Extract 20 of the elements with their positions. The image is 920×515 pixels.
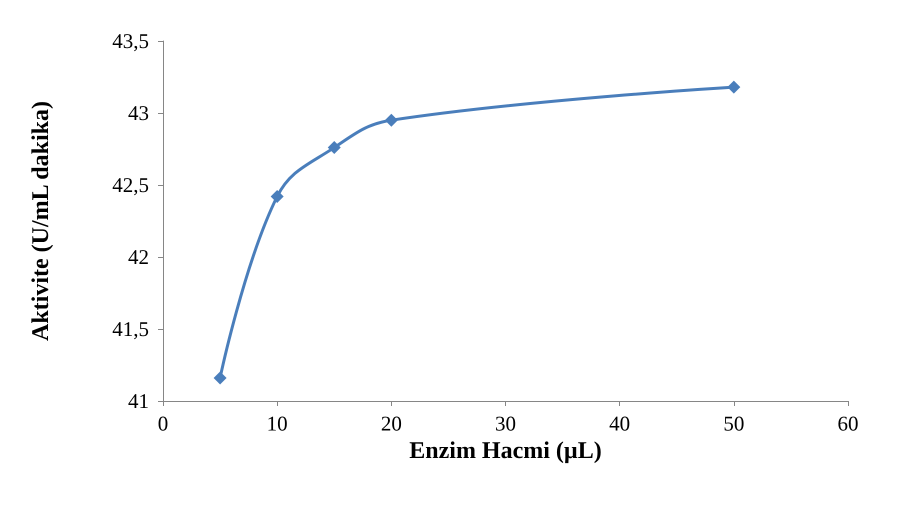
x-tick-label: 20 xyxy=(380,412,402,436)
y-tick-label: 41 xyxy=(128,389,149,413)
point xyxy=(214,371,227,384)
x-tick-label: 0 xyxy=(158,412,168,436)
y-axis-title: Aktivite (U/mL dakika) xyxy=(28,100,54,342)
x-tick-label: 60 xyxy=(838,412,858,436)
y-tick-label: 43 xyxy=(128,101,149,125)
y-tick-label: 42,5 xyxy=(112,173,149,197)
x-axis-title: Enzim Hacmi (µL) xyxy=(409,438,602,464)
x-tick-label: 50 xyxy=(723,412,744,436)
point xyxy=(384,114,398,127)
point xyxy=(727,80,740,94)
point xyxy=(270,190,284,204)
y-tick-label: 41,5 xyxy=(112,317,149,341)
y-tick-label: 42 xyxy=(128,245,149,269)
x-tick-label: 40 xyxy=(609,412,630,436)
x-tick-label: 30 xyxy=(495,412,516,436)
point xyxy=(328,141,341,154)
y-tick-label: 43,5 xyxy=(112,29,149,53)
x-tick-label: 10 xyxy=(266,412,288,436)
